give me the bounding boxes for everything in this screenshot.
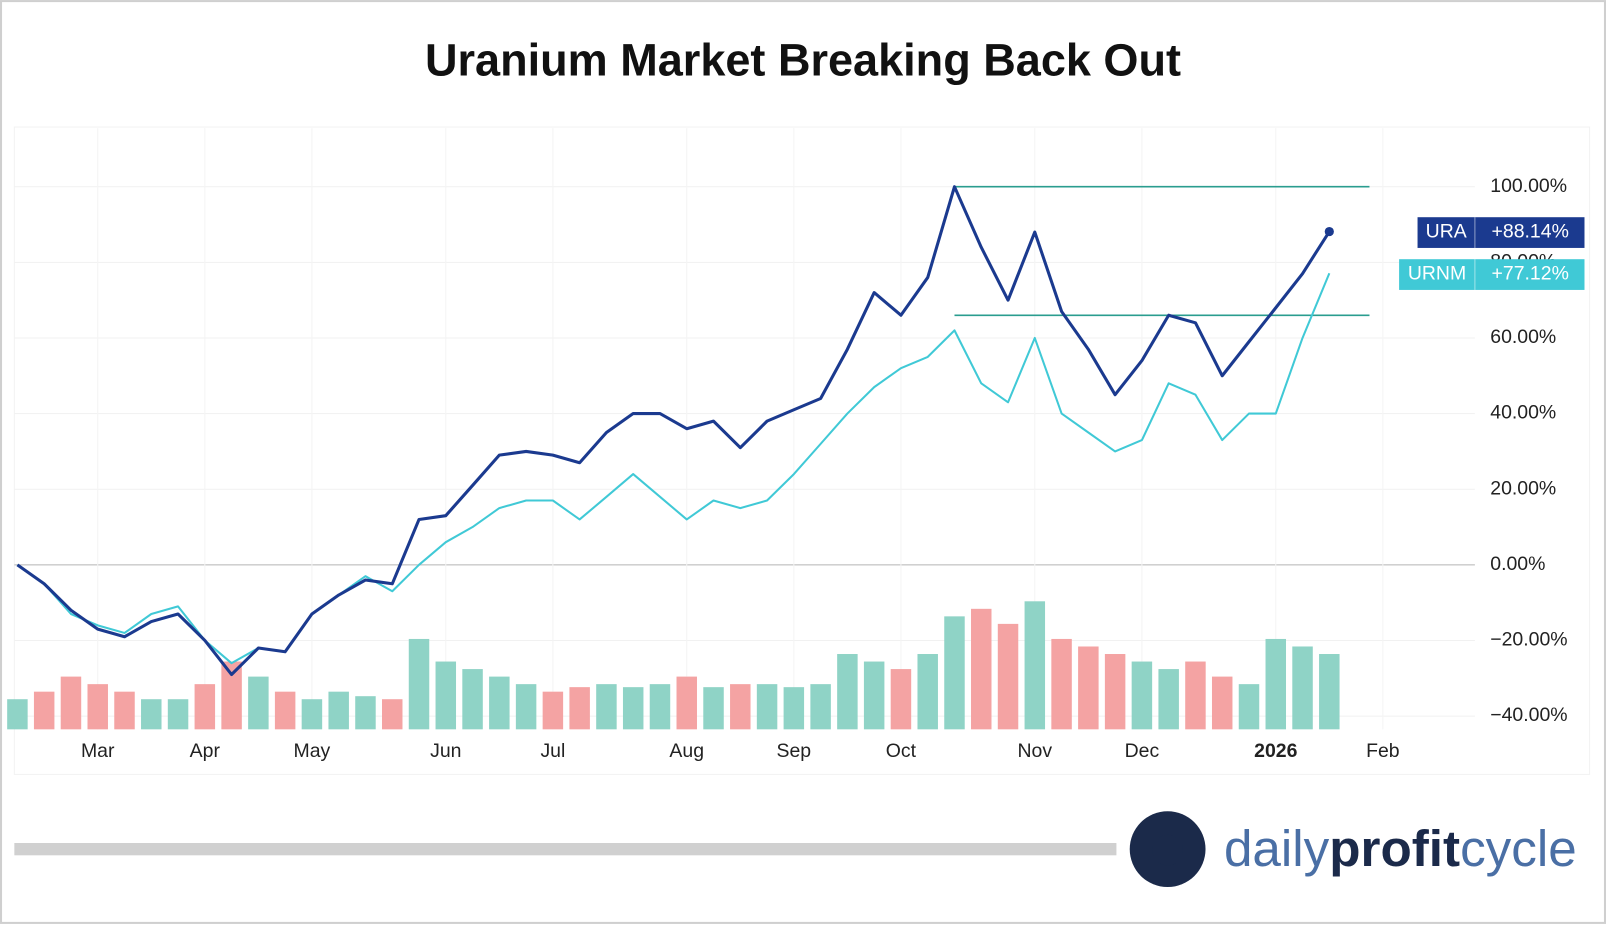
volume-bar xyxy=(542,691,564,730)
volume-bar xyxy=(890,669,912,730)
volume-bar xyxy=(1104,654,1126,730)
volume-bar xyxy=(1078,646,1099,730)
x-tick-label: Oct xyxy=(886,740,917,762)
volume-bar xyxy=(221,661,242,730)
volume-bar xyxy=(301,699,323,730)
volume-bar xyxy=(944,616,965,730)
x-tick-label: Feb xyxy=(1366,740,1400,762)
volume-bar xyxy=(515,684,537,730)
volume-bar xyxy=(7,699,28,730)
volume-bar xyxy=(569,687,590,730)
divider-bar xyxy=(14,843,1117,856)
volume-bar xyxy=(141,699,162,730)
volume-bar xyxy=(756,684,778,730)
volume-bar xyxy=(60,676,82,730)
logo: dailyprofitcycle xyxy=(1129,811,1577,888)
series-line xyxy=(16,272,1331,665)
volume-bar xyxy=(622,687,644,730)
x-tick-label: Sep xyxy=(777,740,812,762)
y-tick-label: 60.00% xyxy=(1490,326,1556,348)
volume-bar xyxy=(1131,661,1153,730)
volume-bar xyxy=(676,676,697,730)
volume-bar xyxy=(355,696,376,730)
volume-bar xyxy=(274,691,296,730)
legend-label: URNM xyxy=(1408,263,1466,285)
price-tag xyxy=(1417,217,1585,248)
volume-bar xyxy=(328,691,349,730)
volume-bar xyxy=(1292,646,1313,730)
chart-title: Uranium Market Breaking Back Out xyxy=(425,34,1181,85)
volume-bar xyxy=(997,623,1019,730)
y-tick-label: −20.00% xyxy=(1490,629,1567,651)
volume-bar xyxy=(33,691,55,730)
y-tick-label: 100.00% xyxy=(1490,175,1567,197)
volume-bar xyxy=(1024,601,1046,730)
x-tick-label: Jun xyxy=(430,740,461,762)
volume-bar xyxy=(435,661,457,730)
value-label: +77.12% xyxy=(1492,263,1569,285)
logo-core xyxy=(1152,834,1183,866)
x-tick-label: Apr xyxy=(190,740,221,762)
volume-bar xyxy=(1265,638,1287,730)
volume-bar xyxy=(810,684,831,730)
plot-frame xyxy=(13,126,1591,775)
y-tick-label: 40.00% xyxy=(1490,402,1556,424)
brand-part: profit xyxy=(1329,820,1460,877)
x-tick-label: Nov xyxy=(1018,740,1053,762)
series-line xyxy=(16,185,1331,677)
legend-label: URA xyxy=(1426,221,1467,243)
volume-bar xyxy=(917,654,938,730)
brand-part: daily xyxy=(1224,820,1330,877)
value-label: +88.14% xyxy=(1492,221,1569,243)
volume-bar xyxy=(381,699,403,730)
volume-bar xyxy=(1211,676,1233,730)
x-tick-label: Dec xyxy=(1125,740,1160,762)
volume-bar xyxy=(489,676,510,730)
last-point xyxy=(1324,226,1334,237)
x-tick-label: Mar xyxy=(81,740,115,762)
volume-bar xyxy=(114,691,135,730)
volume-bar xyxy=(194,684,216,730)
volume-bar xyxy=(167,699,189,730)
x-tick-label: Jul xyxy=(540,740,565,762)
volume-bar xyxy=(971,608,992,730)
volume-bar xyxy=(462,669,483,730)
volume-bar xyxy=(596,684,617,730)
volume-bar xyxy=(1051,638,1072,730)
volume-bar xyxy=(703,687,724,730)
volume-bar xyxy=(1319,654,1340,730)
y-tick-label: −40.00% xyxy=(1490,704,1567,726)
x-tick-label: 2026 xyxy=(1254,740,1297,762)
x-tick-label: Aug xyxy=(669,740,704,762)
brand-part: cycle xyxy=(1460,820,1577,877)
x-tick-label: May xyxy=(294,740,331,762)
y-tick-label: 20.00% xyxy=(1490,477,1556,499)
volume-bar xyxy=(783,687,805,730)
y-tick-label: 0.00% xyxy=(1490,553,1545,575)
volume-bar xyxy=(408,638,430,730)
volume-bar xyxy=(248,676,269,730)
volume-bar xyxy=(1158,669,1179,730)
volume-bar xyxy=(1185,661,1206,730)
price-tag xyxy=(1399,259,1585,290)
volume-bar xyxy=(837,654,858,730)
volume-bar xyxy=(730,684,751,730)
volume-bar xyxy=(649,684,671,730)
volume-bar xyxy=(87,684,108,730)
volume-bar xyxy=(1238,684,1260,730)
brand-name: dailyprofitcycle xyxy=(1224,820,1577,877)
volume-bar xyxy=(863,661,885,730)
